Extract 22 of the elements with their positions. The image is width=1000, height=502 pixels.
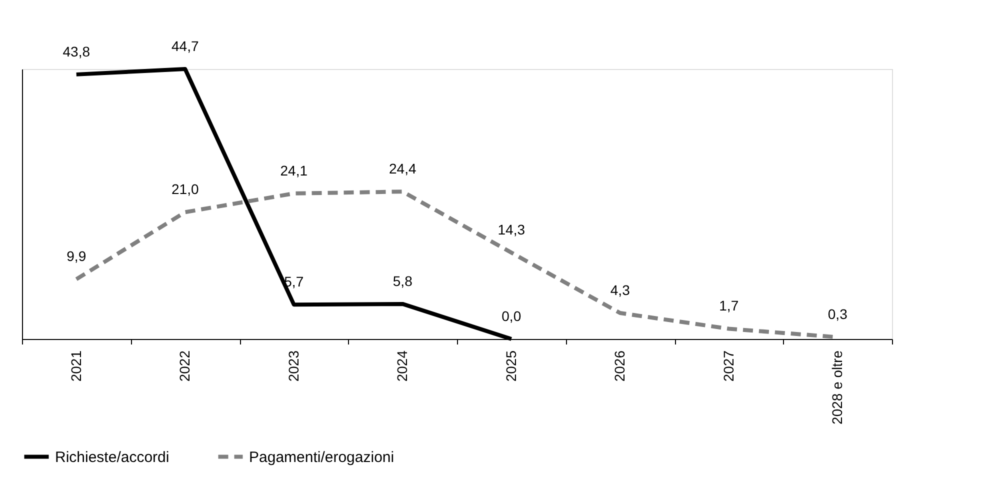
data-label: 0,0 (502, 308, 522, 324)
data-label: 24,4 (389, 160, 416, 177)
data-label: 21,0 (172, 181, 199, 198)
data-label: 0,3 (828, 306, 848, 322)
x-tick-label: 2022 (176, 350, 193, 382)
data-label: 14,3 (498, 222, 526, 238)
data-label: 44,7 (172, 38, 199, 54)
data-label: 1,7 (719, 298, 739, 314)
x-tick-label: 2027 (720, 350, 736, 382)
legend-label: Richieste/accordi (55, 448, 170, 466)
legend-label: Pagamenti/erogazioni (249, 448, 394, 466)
x-tick-label: 2025 (502, 350, 519, 382)
data-label: 24,1 (280, 162, 308, 178)
data-label: 43,8 (62, 43, 90, 60)
x-tick-label: 2026 (612, 350, 628, 382)
data-label: 5,8 (392, 272, 413, 289)
x-tick-label: 2028 e oltre (829, 350, 846, 424)
data-label: 9,9 (66, 248, 86, 264)
data-label: 4,3 (610, 282, 630, 298)
x-tick-label: 2023 (285, 350, 302, 382)
x-tick-label: 2021 (68, 350, 84, 382)
x-tick-label: 2024 (394, 350, 410, 382)
